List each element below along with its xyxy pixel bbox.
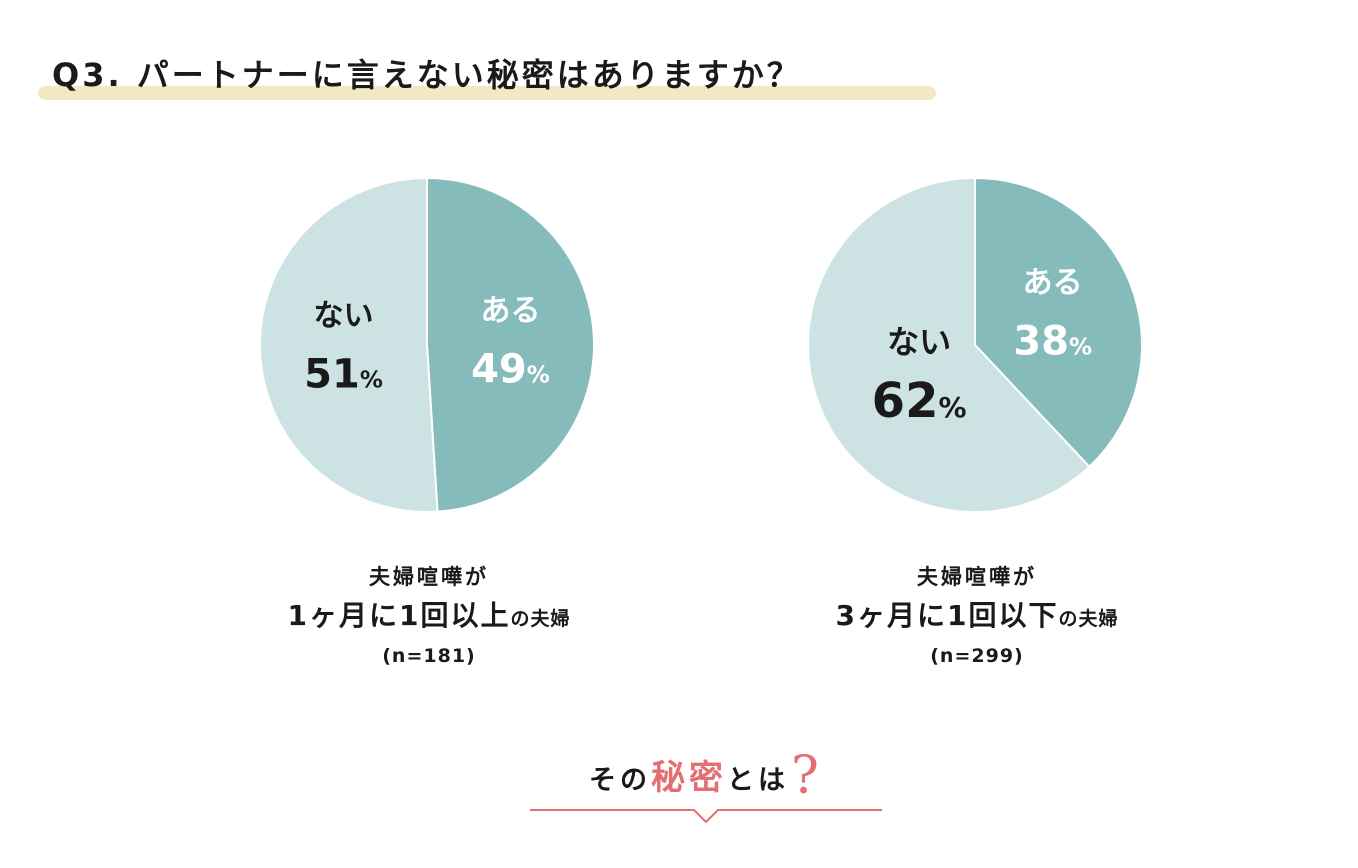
pie-right-value-unit: % [938, 391, 966, 424]
question-title: Q3. パートナーに言えない秘密はありますか？ [52, 56, 802, 94]
pie-left-value-number: 49 [471, 346, 527, 392]
caption-left-sample-size: (n=181) [382, 645, 476, 667]
footer-heading-text: その秘密とは? [530, 742, 882, 806]
pie-right-value-unit: % [1069, 334, 1092, 360]
pie-chart-right-svg: ある 38% ない 62% [807, 176, 1143, 513]
pie-left-slice-aru [426, 176, 595, 513]
pie-left-value-nai: 51% [304, 352, 383, 398]
speech-tail-underline [530, 809, 882, 824]
pie-right-value-number: 62 [872, 373, 939, 429]
pie-right-label-nai: ない [887, 323, 951, 361]
pie-left-slice-nai [259, 176, 439, 513]
caption-right-sample-size: (n=299) [930, 645, 1024, 667]
pie-right-value-nai: 62% [872, 373, 967, 429]
caption-right: 夫婦喧嘩が 3ヶ月に1回以下の夫婦 (n=299) [767, 560, 1187, 671]
pie-left-value-unit: % [527, 362, 550, 388]
pie-right-value-aru: 38% [1013, 318, 1092, 364]
pie-right-value-number: 38 [1013, 318, 1069, 364]
caption-left-line2: 1ヶ月に1回以上の夫婦 [219, 594, 639, 641]
footer-suffix: とは [727, 765, 790, 796]
caption-left: 夫婦喧嘩が 1ヶ月に1回以上の夫婦 (n=181) [219, 560, 639, 671]
caption-right-frequency: 3ヶ月に1回以下 [835, 599, 1059, 632]
pie-chart-right: ある 38% ない 62% [797, 170, 1157, 520]
caption-right-line1: 夫婦喧嘩が [917, 565, 1037, 589]
footer-heading: その秘密とは? [530, 730, 882, 830]
question-title-block: Q3. パートナーに言えない秘密はありますか？ [38, 52, 936, 100]
footer-accent-word: 秘密 [651, 758, 728, 798]
question-mark-icon: ? [791, 746, 823, 806]
pie-left-value-unit: % [360, 368, 383, 394]
pie-right-slice-aru [974, 176, 1143, 469]
pie-left-value-number: 51 [304, 352, 360, 398]
pie-left-label-aru: ある [480, 293, 540, 328]
caption-right-suffix: の夫婦 [1058, 608, 1119, 630]
pie-left-label-nai: ない [314, 299, 374, 334]
pie-chart-left-svg: ある 49% ない 51% [259, 176, 595, 513]
caption-left-frequency: 1ヶ月に1回以上 [287, 599, 511, 632]
pie-right-label-aru: ある [1023, 265, 1083, 300]
caption-right-line2: 3ヶ月に1回以下の夫婦 [767, 594, 1187, 641]
footer-prefix: その [589, 765, 652, 796]
pie-chart-left: ある 49% ない 51% [249, 170, 609, 520]
caption-left-line1: 夫婦喧嘩が [369, 565, 489, 589]
pie-right-slice-nai [807, 176, 1091, 513]
title-highlight-bar [38, 86, 936, 100]
caption-left-suffix: の夫婦 [510, 608, 571, 630]
pie-left-value-aru: 49% [471, 346, 550, 392]
